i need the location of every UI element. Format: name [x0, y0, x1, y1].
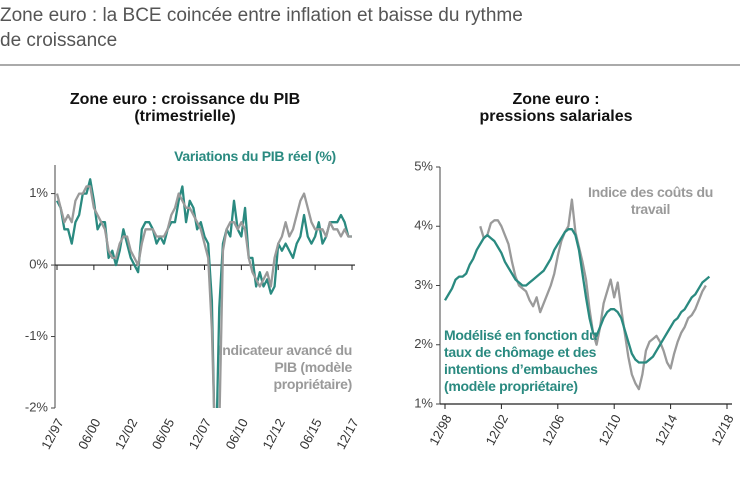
y-tick-label: -2%	[25, 399, 49, 414]
chart-title: pressions salariales	[480, 108, 633, 125]
y-tick-label: 2%	[414, 336, 433, 351]
series-label: Indicateur avancé du PIB (modèle proprié…	[218, 342, 353, 392]
y-tick-label: -1%	[25, 328, 49, 343]
page-title: Zone euro : la BCE coincée entre inflati…	[0, 5, 523, 26]
x-tick-label: 12/14	[652, 412, 681, 448]
x-tick-label: 12/02	[483, 412, 512, 448]
series-line	[55, 185, 352, 408]
x-tick-label: 12/97	[38, 416, 67, 452]
x-tick-label: 12/98	[426, 412, 455, 448]
x-tick-label: 12/12	[259, 416, 288, 452]
x-tick-label: 06/15	[296, 416, 325, 452]
y-tick-label: 4%	[414, 218, 433, 233]
x-tick-label: 12/07	[186, 416, 215, 452]
x-tick-label: 06/10	[223, 416, 252, 452]
series-line	[444, 228, 711, 364]
y-tick-label: 1%	[414, 395, 433, 410]
series-label: Variations du PIB réel (%)	[174, 148, 336, 164]
chart-title: Zone euro : croissance du PIB	[70, 91, 300, 108]
series-label: Modélisé en fonction du taux de chômage …	[444, 327, 598, 394]
chart-title: (trimestrielle)	[134, 108, 235, 125]
x-tick-label: 06/05	[149, 416, 178, 452]
x-tick-label: 12/10	[595, 412, 624, 448]
y-tick-label: 1%	[29, 185, 48, 200]
chart-title: Zone euro :	[512, 91, 599, 108]
series-label: Indice des coûts du travail	[588, 184, 713, 217]
x-tick-label: 06/00	[75, 416, 104, 452]
x-tick-label: 12/02	[112, 416, 141, 452]
page-title: de croissance	[0, 30, 117, 51]
y-tick-label: 3%	[414, 277, 433, 292]
x-tick-label: 12/18	[708, 412, 737, 448]
x-tick-label: 12/06	[539, 412, 568, 448]
y-tick-label: 5%	[414, 158, 433, 173]
x-tick-label: 12/17	[333, 416, 362, 452]
y-tick-label: 0%	[29, 256, 48, 271]
